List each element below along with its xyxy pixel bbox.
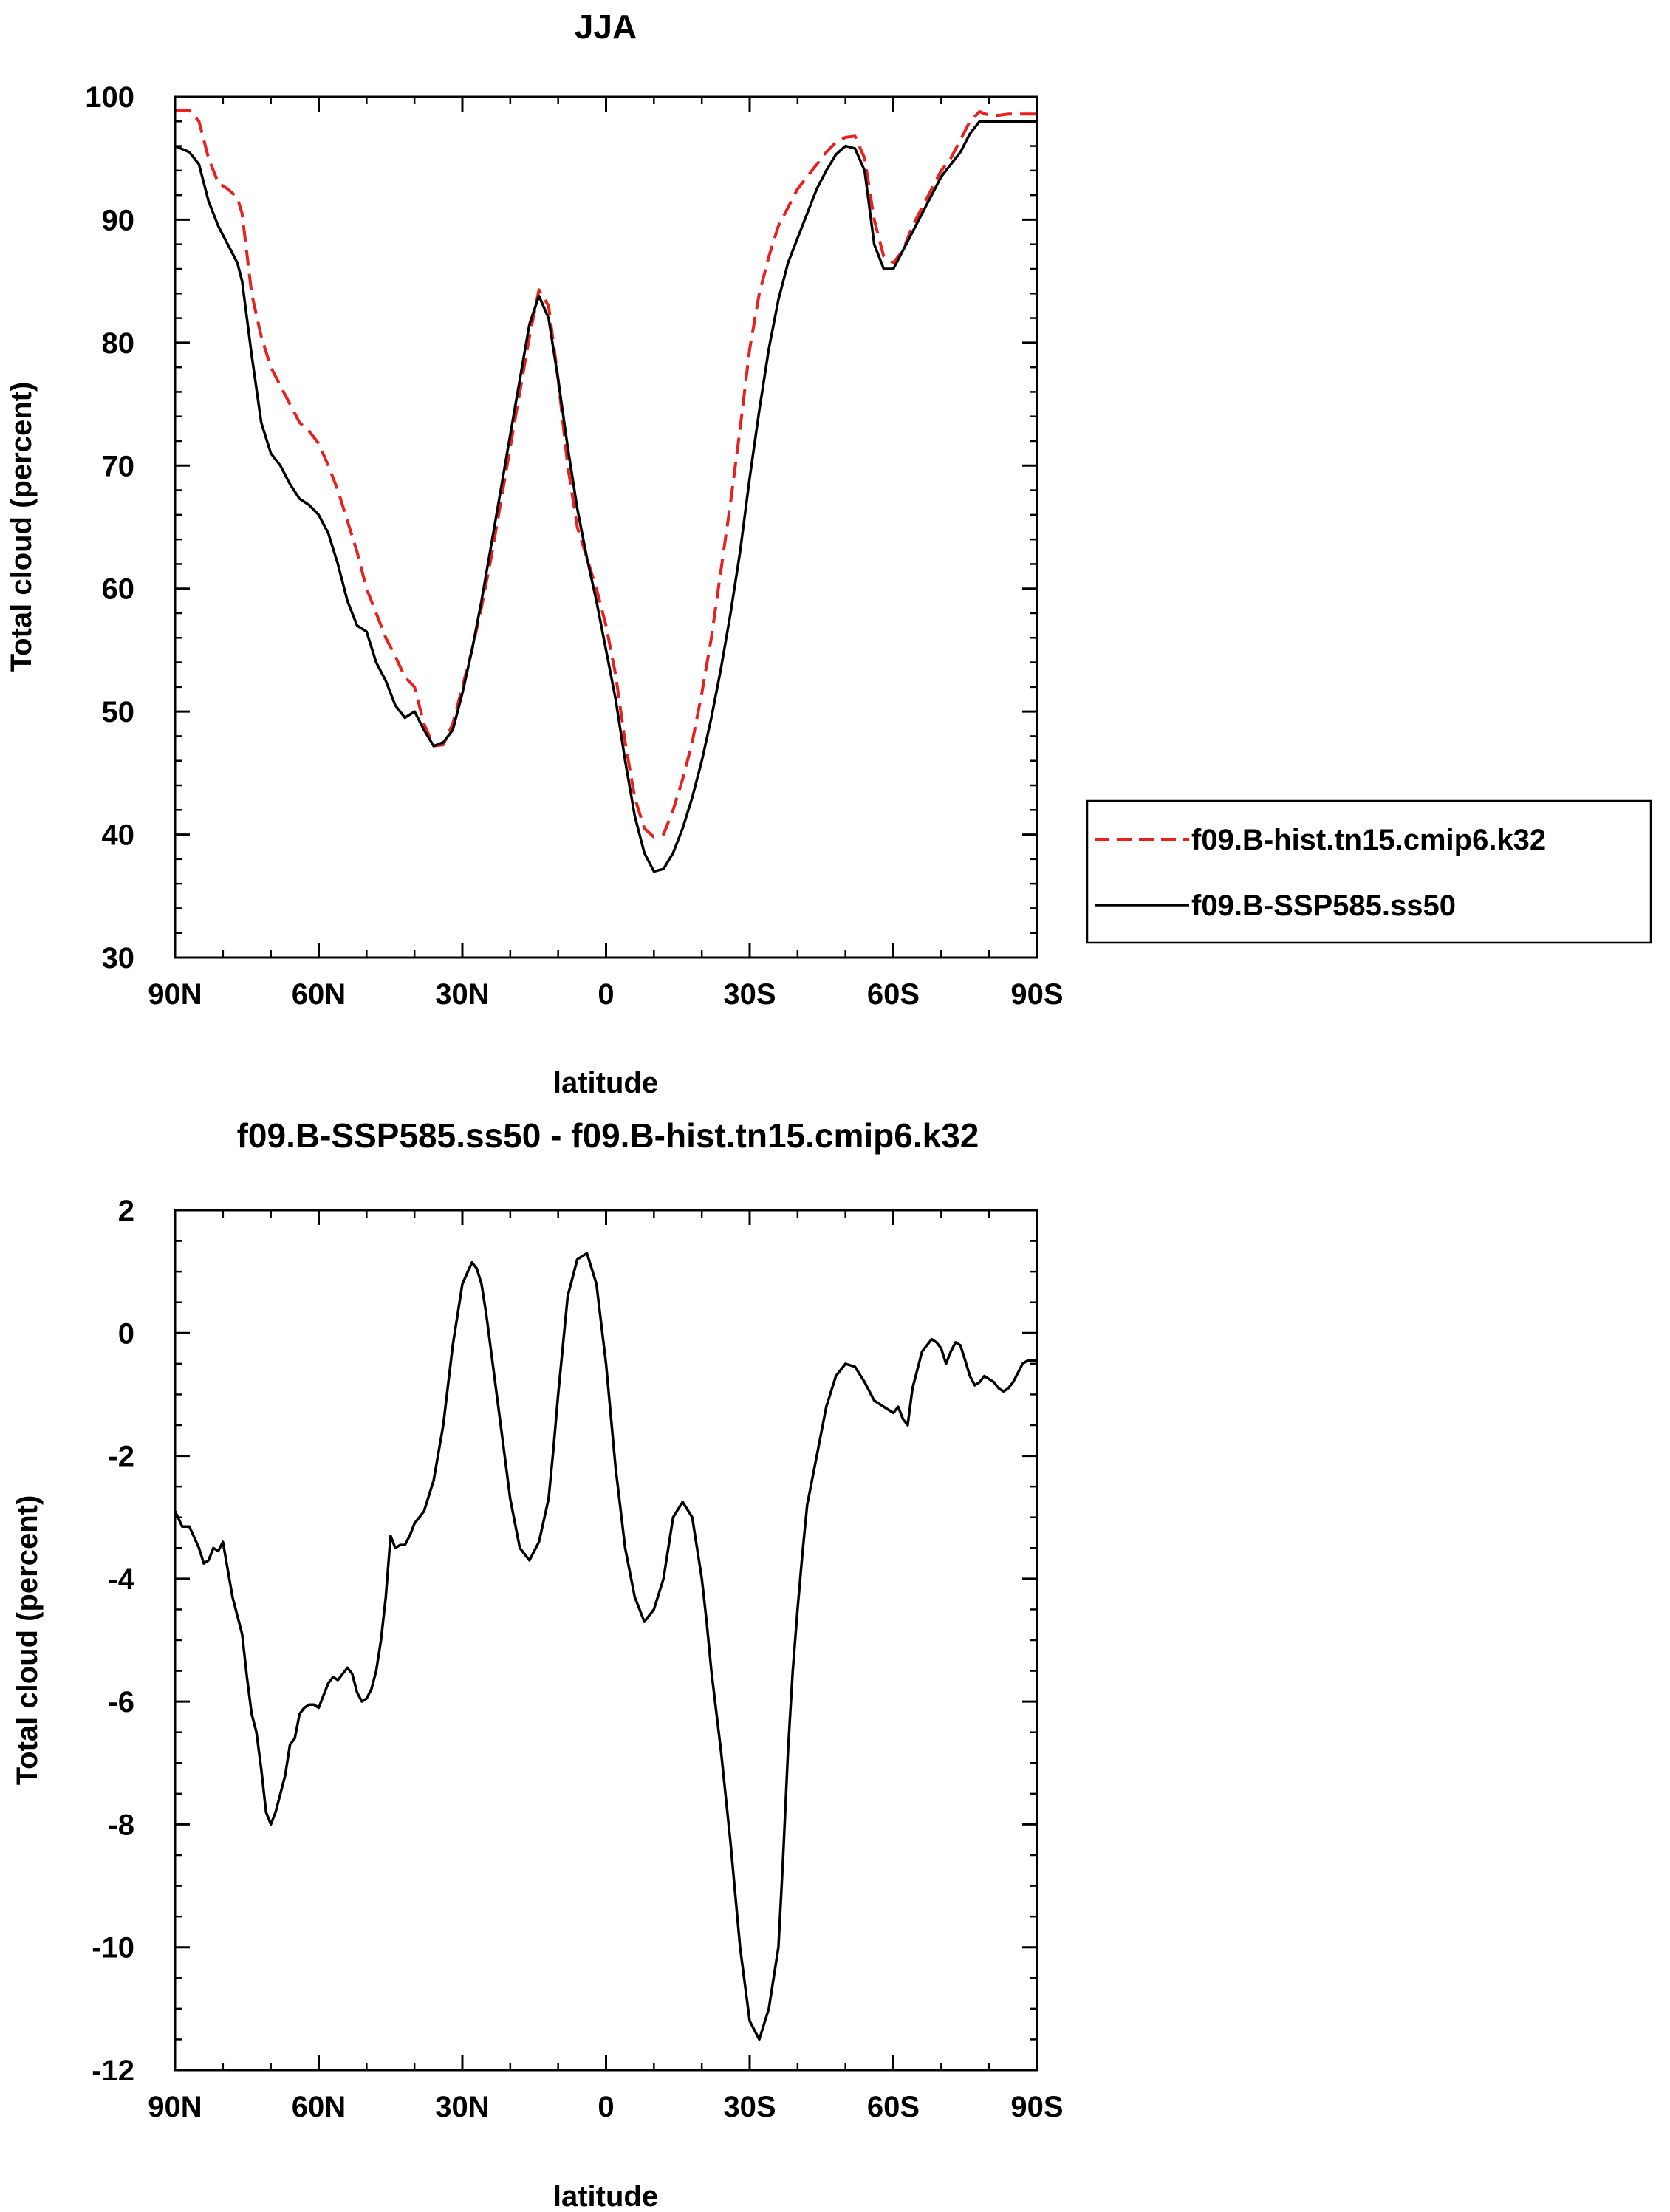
legend-label-ssp585: f09.B-SSP585.ss50 (1191, 890, 1456, 922)
top-panel-x-tick-label: 60S (867, 978, 920, 1011)
top-panel-x-tick-label: 60N (292, 978, 346, 1011)
bottom-panel-y-tick-label: -6 (108, 1686, 134, 1718)
bottom-panel-series-line-0 (174, 1252, 1037, 2041)
top-panel-x-tick-label: 90N (148, 978, 202, 1011)
bottom-panel-y-tick-label: 2 (118, 1195, 134, 1227)
bottom-panel-y-tick-label: -10 (92, 1932, 134, 1964)
top-panel-x-axis-label: latitude (553, 1067, 658, 1099)
top-panel-x-tick-label: 30S (723, 978, 776, 1011)
bottom-panel-x-tick-label: 30N (435, 2091, 489, 2123)
bottom-panel-x-tick-label: 30S (723, 2091, 776, 2123)
top-panel-series-group (174, 109, 1037, 873)
bottom-panel-x-axis-label: latitude (553, 2180, 658, 2212)
top-panel-x-tick-label: 0 (598, 978, 614, 1011)
bottom-panel: f09.B-SSP585.ss50 - f09.B-hist.tn15.cmip… (11, 1116, 1064, 2212)
bottom-panel-y-tick-label: -12 (92, 2055, 134, 2087)
top-panel: JJA 90N 60N 30N 0 30S 60S 90S 30 40 50 60 70 80 90 100… (5, 7, 1652, 1099)
legend-box (1086, 799, 1652, 944)
bottom-panel-y-tick-label: -8 (108, 1809, 134, 1841)
legend-label-hist: f09.B-hist.tn15.cmip6.k32 (1191, 824, 1546, 856)
bottom-panel-x-tick-label: 0 (598, 2091, 614, 2123)
top-panel-x-tick-label: 90S (1010, 978, 1063, 1011)
top-panel-y-tick-label: 30 (102, 942, 135, 974)
bottom-panel-y-tick-label: 0 (118, 1317, 134, 1350)
bottom-panel-x-tick-label: 90S (1010, 2091, 1063, 2123)
bottom-panel-series-group (174, 1252, 1037, 2041)
bottom-panel-y-tick-label: -2 (108, 1441, 134, 1473)
top-panel-y-tick-label: 70 (102, 450, 135, 482)
top-panel-x-tick-label: 30N (435, 978, 489, 1011)
legend: f09.B-hist.tn15.cmip6.k32 f09.B-SSP585.s… (1086, 799, 1652, 944)
bottom-panel-y-axis-label: Total cloud (percent) (11, 1495, 44, 1786)
bottom-panel-x-tick-label: 60S (867, 2091, 920, 2123)
top-panel-title: JJA (575, 7, 637, 46)
top-panel-y-axis-label: Total cloud (percent) (5, 382, 38, 672)
bottom-panel-x-tick-label: 60N (292, 2091, 346, 2123)
bottom-panel-tick-group: 90N 60N 30N 0 30S 60S 90S -12 -10 -8 -6 -4 -2 0 2 (92, 1195, 1063, 2123)
top-panel-y-tick-label: 100 (85, 81, 134, 114)
top-panel-y-tick-label: 40 (102, 819, 135, 852)
top-panel-y-tick-label: 90 (102, 204, 135, 236)
bottom-panel-x-tick-label: 90N (148, 2091, 202, 2123)
top-panel-y-tick-label: 80 (102, 327, 135, 360)
top-panel-y-tick-label: 60 (102, 573, 135, 606)
bottom-panel-title: f09.B-SSP585.ss50 - f09.B-hist.tn15.cmip… (237, 1116, 979, 1155)
top-panel-tick-group: 90N 60N 30N 0 30S 60S 90S 30 40 50 60 70 80 90 100 (85, 81, 1063, 1011)
top-panel-series-line-1 (174, 120, 1037, 873)
top-panel-y-tick-label: 50 (102, 696, 135, 728)
top-panel-series-line-0 (175, 109, 1037, 839)
bottom-panel-y-tick-label: -4 (108, 1563, 134, 1596)
